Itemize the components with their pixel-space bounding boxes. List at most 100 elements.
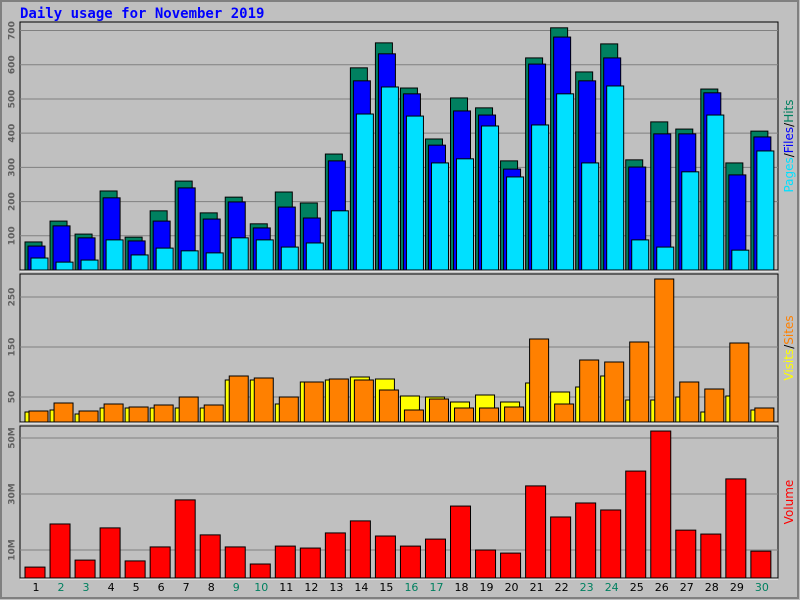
bar [153, 404, 174, 423]
legend-separator: / [782, 344, 796, 349]
bar [456, 158, 475, 271]
x-tick-label: 20 [505, 581, 519, 594]
y-tick-label: 50M [8, 427, 18, 449]
bar [180, 250, 199, 271]
bar [305, 242, 324, 271]
bar [103, 403, 124, 423]
bar [424, 538, 446, 579]
bar [374, 535, 396, 579]
bar [550, 516, 572, 579]
bar [249, 563, 271, 579]
bar [650, 430, 672, 579]
x-tick-label: 29 [730, 581, 744, 594]
x-tick-label: 5 [133, 581, 140, 594]
bar [128, 406, 149, 423]
legend-separator: / [782, 122, 796, 127]
y-tick-label: 100 [8, 226, 18, 245]
y-tick-label: 200 [8, 192, 18, 211]
x-tick-label: 7 [183, 581, 190, 594]
x-tick-label: 25 [630, 581, 644, 594]
bar [224, 546, 246, 579]
bar [303, 381, 324, 423]
bar [299, 547, 321, 579]
bar [78, 410, 99, 423]
x-tick-label: 22 [555, 581, 569, 594]
bar [506, 176, 525, 271]
bar [174, 499, 196, 579]
bar [531, 124, 550, 271]
x-tick-label: 9 [233, 581, 240, 594]
legend: Pages/Files/Hits [782, 99, 796, 192]
bar [625, 470, 647, 579]
bar [706, 114, 725, 271]
bar [203, 404, 224, 423]
bar [274, 545, 296, 579]
bar [80, 259, 99, 271]
x-tick-label: 18 [455, 581, 469, 594]
x-tick-label: 17 [429, 581, 443, 594]
bar [430, 162, 449, 271]
x-tick-label: 19 [480, 581, 494, 594]
legend: Volume [782, 480, 796, 525]
x-tick-label: 4 [108, 581, 115, 594]
bar [378, 389, 399, 423]
x-tick-label: 1 [33, 581, 40, 594]
bar [704, 388, 725, 423]
legend: Visits/Sites [782, 315, 796, 380]
bar [581, 162, 600, 271]
bar [729, 342, 750, 423]
x-tick-label: 8 [208, 581, 215, 594]
bar [149, 546, 171, 579]
y-tick-label: 700 [8, 21, 18, 40]
legend-entry: Files [782, 127, 796, 153]
y-tick-label: 10M [8, 539, 18, 561]
bar [49, 523, 71, 579]
bar [328, 378, 349, 423]
bar [604, 361, 625, 423]
y-tick-label: 50 [8, 391, 18, 404]
x-tick-label: 11 [279, 581, 293, 594]
x-tick-label: 10 [254, 581, 268, 594]
bar [631, 239, 650, 271]
bar [529, 338, 550, 423]
y-tick-label: 250 [8, 288, 18, 307]
bar [28, 410, 49, 423]
bar [475, 549, 497, 579]
y-tick-label: 30M [8, 483, 18, 505]
bar [30, 257, 49, 271]
bar [479, 407, 500, 423]
bar [725, 478, 747, 579]
bar [199, 534, 221, 579]
y-tick-label: 300 [8, 158, 18, 177]
bar [556, 93, 575, 271]
y-tick-label: 600 [8, 55, 18, 74]
bar [600, 509, 622, 579]
bar [53, 402, 74, 423]
x-tick-label: 14 [354, 581, 368, 594]
bar [675, 529, 697, 579]
x-tick-label: 13 [329, 581, 343, 594]
bar [24, 566, 46, 579]
x-tick-label: 21 [530, 581, 544, 594]
bar [525, 485, 547, 579]
bar [124, 560, 146, 579]
bar [500, 552, 522, 579]
legend-entry: Pages [782, 157, 796, 192]
x-tick-label: 2 [58, 581, 65, 594]
bar [403, 409, 424, 423]
bar [679, 381, 700, 423]
y-tick-label: 400 [8, 124, 18, 143]
bar [74, 559, 96, 579]
bar [629, 341, 650, 423]
x-tick-label: 3 [83, 581, 90, 594]
bar [55, 261, 74, 271]
bar [481, 125, 500, 271]
bar [253, 377, 274, 423]
bar [554, 403, 575, 423]
legend-separator: / [782, 152, 796, 157]
x-tick-label: 6 [158, 581, 165, 594]
bar [353, 379, 374, 423]
bar [230, 237, 249, 271]
